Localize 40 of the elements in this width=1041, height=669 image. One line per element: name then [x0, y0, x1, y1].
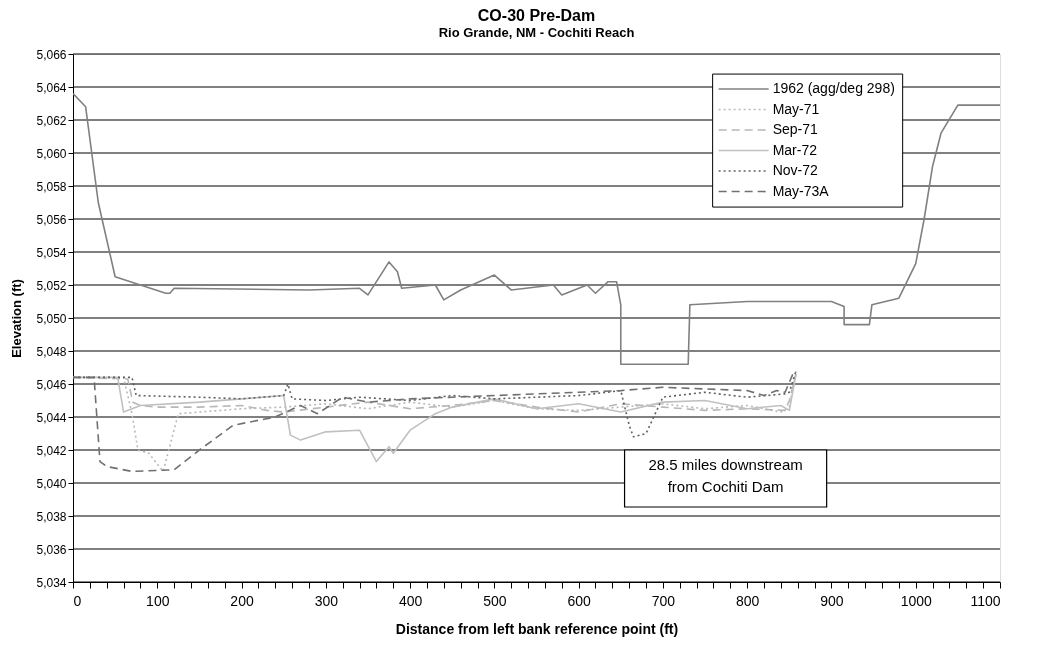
y-tick-label: 5,058 [36, 179, 67, 194]
legend-label: May-73A [772, 182, 830, 199]
y-tick-label: 5,038 [36, 509, 67, 524]
y-tick-label: 5,066 [36, 47, 67, 62]
y-axis-title: Elevation (ft) [9, 279, 25, 358]
x-axis-title: Distance from left bank reference point (ft) [395, 620, 679, 637]
legend-label: May-71 [772, 100, 820, 117]
y-tick-label: 5,050 [36, 311, 67, 326]
annotation: 28.5 miles downstream from Cochiti Dam [648, 456, 803, 495]
y-tick-label: 5,048 [36, 344, 67, 359]
x-tick-label: 500 [483, 592, 507, 609]
x-tick-label: 900 [820, 592, 844, 609]
y-tick-label: 5,040 [36, 476, 67, 491]
legend-label: 1962 (agg/deg 298) [772, 80, 895, 97]
x-tick-label: 200 [230, 592, 254, 609]
chart-title: CO-30 Pre-Dam [477, 7, 596, 24]
y-tick-label: 5,056 [36, 212, 67, 227]
y-tick-label: 5,034 [36, 575, 67, 590]
x-tick-label: 100 [146, 592, 170, 609]
x-tick-label: 800 [736, 592, 760, 609]
x-tick-label: 1000 [900, 592, 933, 609]
x-tick-label: 1100 [970, 592, 1001, 609]
chart-subtitle: Rio Grande, NM - Cochiti Reach [438, 25, 635, 40]
legend-label: Sep-71 [772, 121, 818, 138]
y-tick-label: 5,052 [36, 278, 67, 293]
legend-label: Mar-72 [772, 141, 818, 158]
x-tick-label: 0 [73, 592, 82, 609]
x-tick-label: 600 [567, 592, 592, 609]
y-tick-label: 5,044 [36, 410, 67, 425]
x-tick-label: 300 [314, 592, 339, 609]
y-tick-label: 5,046 [36, 377, 67, 392]
y-tick-label: 5,042 [36, 443, 67, 458]
y-tick-label: 5,036 [36, 542, 67, 557]
x-tick-label: 700 [651, 592, 676, 609]
y-tick-label: 5,054 [36, 245, 67, 260]
y-tick-label: 5,060 [36, 146, 67, 161]
x-tick-label: 400 [398, 592, 423, 609]
y-tick-label: 5,062 [36, 113, 67, 128]
y-tick-label: 5,064 [36, 80, 67, 95]
legend-label: Nov-72 [772, 162, 818, 179]
